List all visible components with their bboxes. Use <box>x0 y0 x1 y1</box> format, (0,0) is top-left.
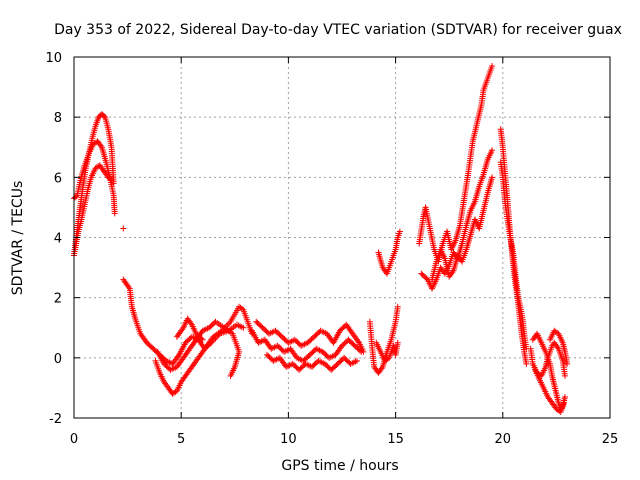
data-point <box>489 63 496 70</box>
data-point <box>95 163 102 170</box>
data-point <box>523 360 530 367</box>
x-axis-title: GPS time / hours <box>281 458 398 474</box>
x-tick-label: 0 <box>70 432 78 447</box>
data-point <box>561 393 568 400</box>
x-tick-label: 25 <box>602 432 619 447</box>
x-tick-label: 10 <box>280 432 297 447</box>
x-tick-label: 20 <box>495 432 512 447</box>
y-tick-label: 2 <box>54 292 62 307</box>
data-point <box>111 210 118 217</box>
data-point <box>384 355 391 362</box>
x-tick-label: 15 <box>387 432 404 447</box>
data-marks <box>71 63 571 415</box>
data-point <box>394 339 401 346</box>
data-point <box>93 139 100 146</box>
axis-ticks <box>73 56 611 419</box>
data-point <box>101 113 108 120</box>
data-point <box>354 357 361 364</box>
data-point <box>107 176 114 183</box>
data-point <box>199 336 206 343</box>
y-tick-label: -2 <box>49 412 62 427</box>
data-point <box>198 335 205 342</box>
y-tick-label: 6 <box>54 171 62 186</box>
data-point <box>120 225 127 232</box>
y-tick-label: 4 <box>54 232 62 247</box>
data-point <box>227 372 234 379</box>
y-tick-label: 0 <box>54 352 62 367</box>
data-point <box>564 360 571 367</box>
data-point <box>108 177 115 184</box>
y-tick-label: 8 <box>54 111 62 126</box>
chart-title: Day 353 of 2022, Sidereal Day-to-day VTE… <box>54 22 622 38</box>
data-point <box>561 372 568 379</box>
data-point <box>238 305 245 312</box>
data-point <box>240 324 247 331</box>
data-point <box>394 303 401 310</box>
y-tick-label: 10 <box>45 51 62 66</box>
x-tick-label: 5 <box>177 432 185 447</box>
data-point <box>489 174 496 181</box>
data-point <box>560 399 567 406</box>
data-point <box>423 275 430 282</box>
data-point <box>396 228 403 235</box>
y-axis-title: SDTVAR / TECUs <box>10 181 26 296</box>
data-point <box>489 147 496 154</box>
data-point <box>360 348 367 355</box>
